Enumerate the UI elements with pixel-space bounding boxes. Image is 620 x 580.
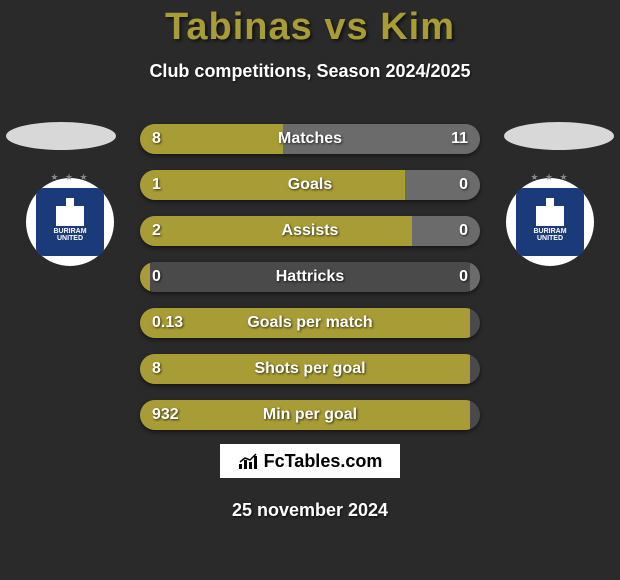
stat-row: 932Min per goal (140, 400, 480, 430)
brand-chart-icon (238, 452, 260, 470)
club-name-bottom: UNITED (537, 235, 563, 242)
player1-avatar-placeholder (6, 122, 116, 150)
player1-club-badge: ★ ★ ★ BURIRAM UNITED (26, 178, 114, 266)
snapshot-date: 25 november 2024 (0, 500, 620, 521)
club-name-top: BURIRAM (533, 228, 566, 235)
stat-row: 10Goals (140, 170, 480, 200)
stat-row: 0.13Goals per match (140, 308, 480, 338)
club-name-bottom: UNITED (57, 235, 83, 242)
stat-row: 00Hattricks (140, 262, 480, 292)
stat-label: Goals (140, 170, 480, 200)
player2-name: Kim (380, 6, 455, 48)
club-building-icon (56, 206, 84, 226)
player1-name: Tabinas (165, 6, 313, 48)
brand-badge: FcTables.com (220, 444, 400, 478)
comparison-title: Tabinas vs Kim (0, 0, 620, 49)
stat-row: 8Shots per goal (140, 354, 480, 384)
player2-avatar-placeholder (504, 122, 614, 150)
vs-text: vs (324, 6, 368, 48)
club-stars-icon: ★ ★ ★ (530, 172, 569, 183)
club-building-icon (536, 206, 564, 226)
player2-club-badge: ★ ★ ★ BURIRAM UNITED (506, 178, 594, 266)
subtitle: Club competitions, Season 2024/2025 (0, 61, 620, 82)
stat-bars: 811Matches 10Goals 20Assists 00Hattricks 0.1… (140, 124, 480, 446)
club-name-top: BURIRAM (53, 228, 86, 235)
stat-label: Goals per match (140, 308, 480, 338)
stat-label: Shots per goal (140, 354, 480, 384)
stat-label: Hattricks (140, 262, 480, 292)
brand-text: FcTables.com (264, 451, 383, 472)
stat-row: 20Assists (140, 216, 480, 246)
club-badge-inner: BURIRAM UNITED (516, 188, 584, 256)
stat-label: Assists (140, 216, 480, 246)
stat-label: Matches (140, 124, 480, 154)
stat-row: 811Matches (140, 124, 480, 154)
club-stars-icon: ★ ★ ★ (50, 172, 89, 183)
stat-label: Min per goal (140, 400, 480, 430)
club-badge-inner: BURIRAM UNITED (36, 188, 104, 256)
